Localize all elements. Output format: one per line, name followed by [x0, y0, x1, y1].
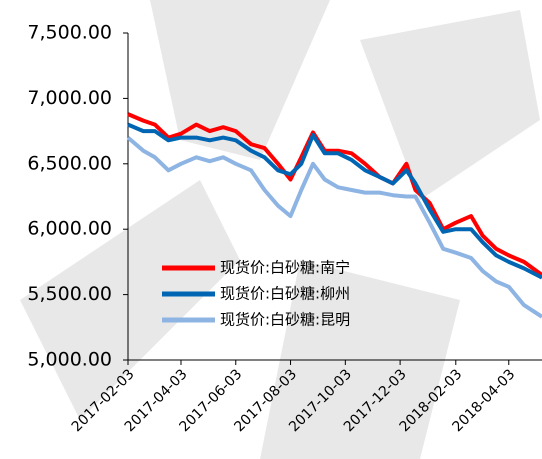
series-line — [126, 136, 542, 319]
y-tick-label: 7,000.00 — [27, 87, 112, 109]
y-tick-label: 6,000.00 — [27, 218, 112, 240]
y-tick-label: 5,000.00 — [27, 349, 112, 371]
legend-label: 现货价:白砂糖:昆明 — [220, 311, 350, 329]
y-tick-label: 7,500.00 — [27, 22, 112, 44]
y-tick-label: 5,500.00 — [27, 283, 112, 305]
y-tick-label: 6,500.00 — [27, 152, 112, 174]
legend-label: 现货价:白砂糖:柳州 — [220, 285, 350, 303]
legend-label: 现货价:白砂糖:南宁 — [220, 259, 350, 277]
series-line — [127, 112, 542, 277]
series-line — [127, 122, 542, 280]
